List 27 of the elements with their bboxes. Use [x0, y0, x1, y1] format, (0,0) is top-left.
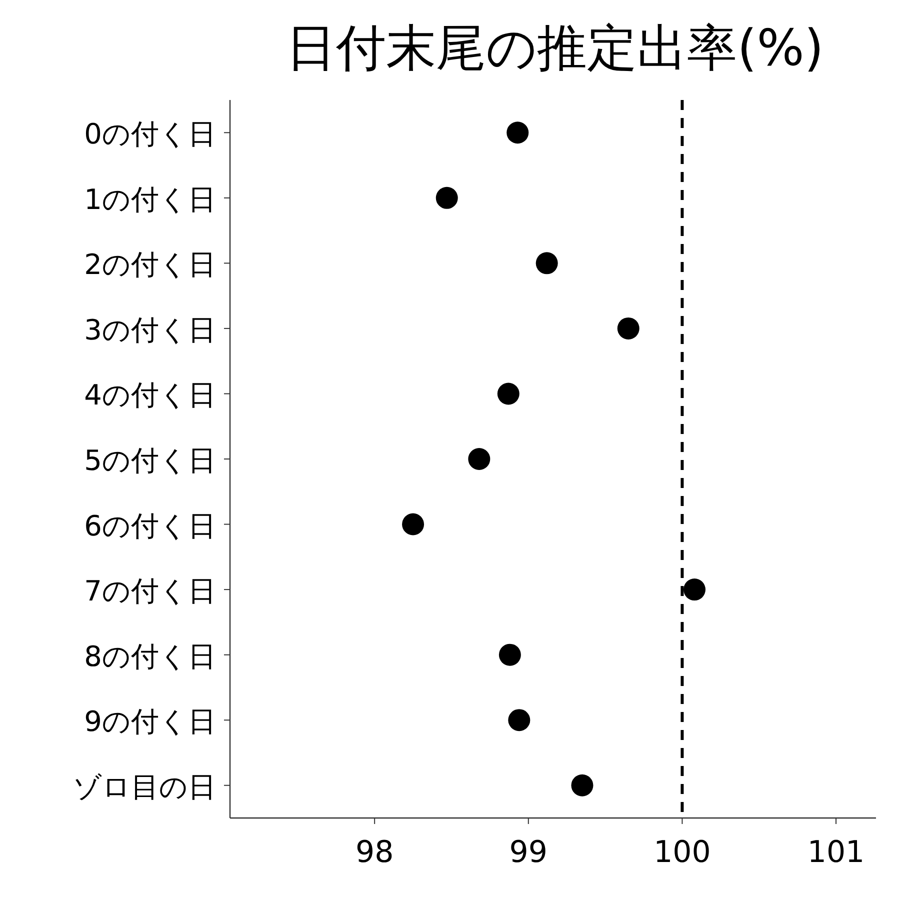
chart-title: 日付末尾の推定出率(%) [286, 19, 824, 77]
y-tick-label: 9の付く日 [84, 705, 216, 738]
y-tick-label: 3の付く日 [84, 313, 216, 346]
point [506, 122, 529, 144]
x-tick-label: 99 [509, 835, 548, 870]
point [617, 317, 640, 340]
y-tick-label: 1の付く日 [84, 182, 216, 216]
x-tick-label: 100 [654, 835, 711, 870]
point [536, 252, 558, 274]
y-tick-label: 8の付く日 [84, 640, 216, 673]
y-tick-label: ゾロ目の日 [73, 770, 216, 804]
point [571, 774, 594, 796]
point [468, 448, 490, 470]
y-tick-label: 2の付く日 [84, 248, 216, 282]
point [684, 578, 706, 601]
x-tick-label: 101 [807, 835, 865, 870]
y-tick-label: 4の付く日 [84, 378, 216, 412]
point [497, 382, 520, 405]
x-tick-label: 98 [355, 835, 394, 870]
y-tick-label: 5の付く日 [84, 444, 216, 477]
y-tick-label: 7の付く日 [84, 574, 216, 608]
point [436, 186, 458, 209]
point [498, 644, 521, 666]
y-tick-label: 6の付く日 [84, 509, 216, 542]
point [508, 709, 530, 732]
point [402, 513, 424, 536]
y-tick-label: 0の付く日 [84, 118, 216, 151]
